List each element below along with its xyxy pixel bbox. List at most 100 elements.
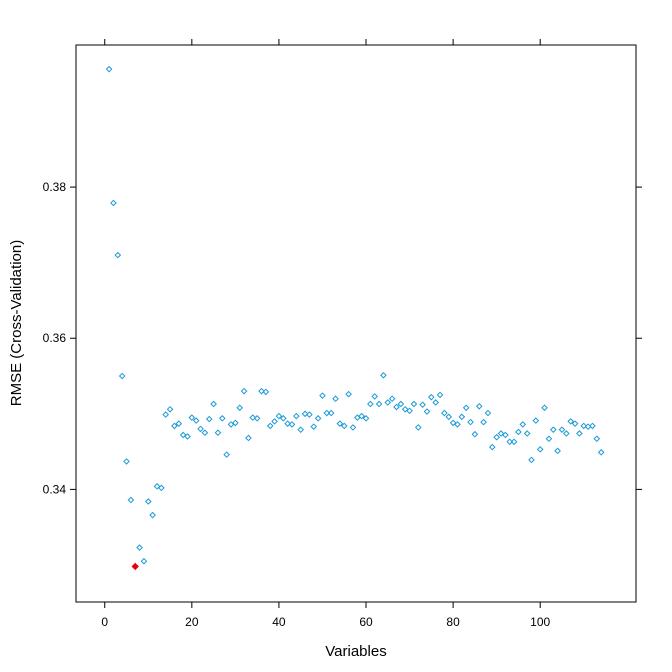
- data-point: [480, 418, 487, 426]
- data-point: [293, 412, 300, 420]
- data-point: [589, 422, 596, 430]
- data-point: [471, 430, 479, 438]
- data-point: [541, 404, 548, 412]
- x-tick-label: 100: [530, 615, 550, 629]
- data-point: [284, 420, 291, 427]
- data-point: [414, 424, 422, 431]
- data-point: [580, 422, 588, 430]
- data-point: [310, 423, 318, 430]
- data-point: [502, 431, 509, 439]
- data-point: [179, 431, 187, 439]
- x-axis-title: Variables: [325, 643, 386, 660]
- data-point: [497, 430, 505, 437]
- data-point: [467, 418, 474, 426]
- data-point: [371, 393, 379, 400]
- data-point: [484, 409, 492, 417]
- data-point: [388, 395, 396, 403]
- x-tick-label: 80: [446, 615, 460, 629]
- data-point: [593, 435, 601, 443]
- data-point: [301, 410, 309, 418]
- data-point: [488, 443, 496, 451]
- data-point: [362, 415, 370, 422]
- data-point: [184, 433, 191, 440]
- data-point: [340, 422, 348, 430]
- data-point: [258, 387, 265, 395]
- data-point: [110, 199, 117, 207]
- data-point: [532, 417, 540, 424]
- data-point: [519, 421, 527, 428]
- data-point: [406, 407, 413, 415]
- data-point: [554, 447, 561, 455]
- data-point: [375, 400, 383, 408]
- data-point: [223, 451, 230, 458]
- data-point: [428, 393, 435, 401]
- data-point: [445, 413, 453, 421]
- data-point: [210, 400, 217, 408]
- data-point: [266, 422, 274, 430]
- data-point: [123, 458, 130, 465]
- data-point: [323, 409, 331, 417]
- data-point: [423, 408, 431, 415]
- data-point: [358, 412, 365, 420]
- data-point: [288, 421, 296, 428]
- data-point: [563, 430, 570, 437]
- data-point: [236, 404, 244, 412]
- data-point: [493, 433, 500, 441]
- best-point-marker: [131, 562, 139, 571]
- data-point: [571, 420, 579, 427]
- y-axis-ticks: 0.34 0.36 0.38: [43, 180, 642, 496]
- data-point: [536, 446, 544, 453]
- data-point: [449, 419, 457, 427]
- data-point: [545, 435, 553, 443]
- data-point: [558, 426, 566, 433]
- y-axis-title: RMSE (Cross-Validation): [8, 240, 25, 406]
- data-point: [214, 429, 222, 437]
- data-point: [458, 413, 466, 421]
- x-tick-label: 0: [101, 615, 108, 629]
- data-point: [240, 387, 248, 395]
- y-tick-label: 0.36: [43, 331, 67, 345]
- data-point: [345, 390, 352, 398]
- data-point: [149, 511, 156, 519]
- data-point: [332, 395, 339, 403]
- data-point: [205, 415, 213, 423]
- data-point: [136, 544, 143, 551]
- data-point: [515, 428, 522, 436]
- data-point: [253, 415, 261, 422]
- data-point: [197, 425, 204, 433]
- data-point: [249, 414, 257, 421]
- data-point: [153, 483, 161, 490]
- data-points: [105, 65, 605, 571]
- y-tick-label: 0.34: [43, 482, 67, 496]
- data-point: [510, 438, 518, 446]
- data-point: [306, 411, 313, 418]
- data-point: [393, 403, 400, 411]
- data-point: [528, 456, 535, 464]
- data-point: [162, 411, 170, 418]
- data-point: [171, 422, 178, 430]
- data-point: [127, 496, 135, 504]
- data-point: [319, 392, 326, 399]
- data-point: [245, 434, 252, 442]
- data-point: [297, 426, 305, 433]
- data-point: [275, 412, 283, 420]
- data-point: [367, 400, 374, 408]
- data-point: [576, 430, 583, 437]
- data-point: [462, 404, 470, 412]
- data-point: [380, 371, 387, 379]
- plot-frame: [75, 44, 637, 603]
- x-tick-label: 40: [272, 615, 286, 629]
- data-point: [432, 399, 439, 406]
- data-point: [271, 418, 278, 425]
- data-point: [506, 438, 514, 446]
- y-tick-label: 0.38: [43, 180, 67, 194]
- data-point: [549, 426, 557, 433]
- data-point: [175, 420, 183, 427]
- data-point: [262, 388, 270, 396]
- data-point: [105, 65, 113, 73]
- data-point: [410, 400, 418, 408]
- data-point: [336, 420, 344, 427]
- data-point: [158, 484, 165, 492]
- data-point: [419, 401, 426, 409]
